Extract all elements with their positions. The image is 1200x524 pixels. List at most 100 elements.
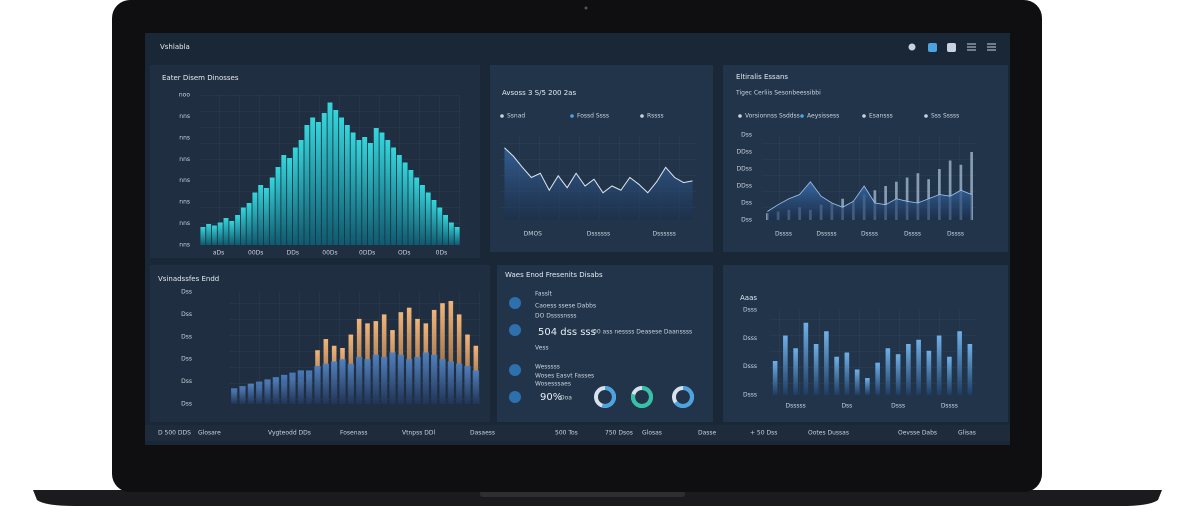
legend-label: Esansss: [869, 113, 893, 120]
bar: [217, 222, 223, 245]
x-label: 00Ds: [322, 250, 337, 257]
bar: [406, 307, 412, 404]
bar: [344, 125, 350, 245]
legend-dot: [500, 114, 504, 118]
bar: [414, 177, 420, 245]
y-label: Dss: [181, 289, 192, 296]
status-item: Oevsse Dabs: [898, 430, 937, 437]
y-label: Dsss: [743, 363, 757, 370]
bar: [339, 359, 346, 404]
bar: [304, 125, 310, 245]
bar: [252, 192, 258, 245]
status-bar: [145, 425, 1010, 441]
y-label: noo: [179, 92, 190, 99]
bar: [875, 362, 880, 395]
icon[interactable]: [967, 43, 996, 51]
icon[interactable]: [928, 43, 937, 52]
y-label: Dss: [741, 132, 752, 139]
y-label: Dss: [741, 200, 752, 207]
bar: [373, 128, 379, 245]
panel-text: 00 ass nessss Deasese Daanssss: [593, 329, 692, 336]
bar: [269, 177, 275, 245]
x-label: Dsss: [891, 403, 905, 410]
plot-grid: [770, 310, 975, 395]
icon: [509, 391, 521, 403]
bar: [258, 185, 264, 245]
status-item: 500 Tos: [555, 430, 578, 437]
status-item: 750 Dsos: [605, 430, 633, 437]
panel-title: Vsinadssfes Endd: [158, 275, 219, 283]
bar: [206, 224, 212, 245]
bar: [315, 122, 321, 245]
status-item: Vtnpss DDl: [402, 430, 435, 437]
bar: [431, 354, 438, 404]
panel-text: Wesssss: [535, 364, 560, 371]
legend-dot: [640, 114, 644, 118]
icon[interactable]: [908, 43, 916, 51]
bar: [414, 356, 421, 404]
gauge: [631, 386, 653, 408]
bar: [783, 335, 788, 395]
legend-dot: [862, 114, 866, 118]
bar: [314, 365, 321, 404]
y-label: Dss: [181, 378, 192, 385]
bar: [895, 354, 901, 395]
bar: [948, 160, 952, 220]
x-label: Dssssss: [587, 231, 610, 238]
header-icons: [908, 43, 996, 52]
bar: [200, 227, 206, 245]
bar: [321, 113, 327, 245]
bar: [464, 365, 471, 404]
bar: [440, 303, 445, 404]
bar: [263, 188, 269, 245]
bar: [772, 361, 778, 395]
bar: [448, 300, 454, 404]
bar: [419, 185, 425, 245]
legend-label: Aeysissess: [807, 113, 839, 120]
y-label: nns: [179, 113, 190, 120]
bar: [472, 370, 479, 404]
y-label: DDss: [737, 166, 753, 173]
bar: [447, 361, 454, 404]
bar: [272, 377, 279, 404]
panel-text: 90%: [540, 392, 562, 403]
bar: [364, 359, 371, 404]
x-label: Dsssss: [816, 231, 836, 238]
bar: [347, 363, 354, 404]
x-label: 0DDs: [359, 250, 375, 257]
status-item: Glosas: [642, 430, 662, 437]
bar: [281, 155, 287, 245]
bar: [229, 221, 235, 245]
status-item: Glosare: [198, 430, 221, 437]
bar: [362, 137, 368, 245]
legend-dot: [738, 114, 742, 118]
panel-text: Woses Easvt Fasses: [535, 373, 594, 380]
x-label: Dssss: [775, 231, 792, 238]
panel-text: 504 dss sss: [538, 327, 596, 338]
legend-label: Rssss: [647, 113, 664, 120]
camera: [584, 6, 588, 10]
bar: [298, 140, 304, 245]
icon: [509, 297, 521, 309]
x-label: Dss: [841, 403, 852, 410]
bar: [854, 369, 860, 395]
y-label: nns: [179, 242, 190, 249]
bar: [425, 192, 431, 245]
y-label: nns: [179, 220, 190, 227]
bar: [947, 356, 952, 395]
status-item: + 50 Dss: [750, 430, 777, 437]
header-title: Vshlabla: [160, 43, 190, 51]
status-item: Dasaess: [470, 430, 495, 437]
bar: [381, 356, 388, 404]
panel-title: Waes Enod Fresenits Disabs: [505, 271, 603, 279]
panel-text: Wosesssaes: [535, 381, 571, 388]
y-label: nns: [179, 177, 190, 184]
laptop-base: [33, 490, 1162, 506]
x-label: 0Ds: [436, 250, 448, 257]
icon[interactable]: [947, 43, 956, 52]
bar: [350, 132, 356, 245]
y-label: nns: [179, 134, 190, 141]
panel-title: Aaas: [740, 294, 757, 302]
bar: [970, 152, 973, 220]
